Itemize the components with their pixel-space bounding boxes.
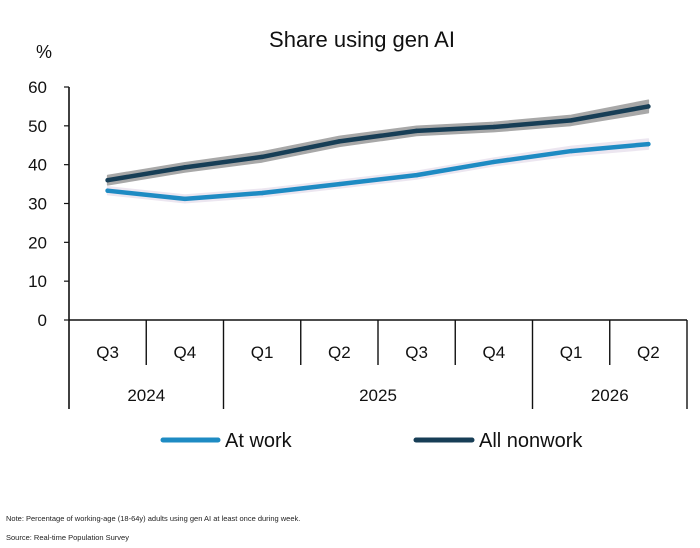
x-tick-label-quarter: Q2 bbox=[637, 343, 660, 362]
y-tick-label: 0 bbox=[38, 311, 47, 330]
data-point bbox=[337, 181, 342, 187]
x-axis: Q3 Q4 Q1 Q2 Q3 Q4 Q1 Q2 2024 2025 2026 bbox=[69, 319, 688, 409]
x-tick-label-quarter: Q4 bbox=[174, 343, 197, 362]
data-point bbox=[568, 118, 574, 123]
y-tick-label: 10 bbox=[28, 272, 47, 291]
x-tick-label-quarter: Q1 bbox=[251, 343, 274, 362]
y-axis-label: % bbox=[36, 42, 52, 62]
x-tick-label-year: 2026 bbox=[591, 386, 629, 405]
x-tick-label-quarter: Q4 bbox=[483, 343, 506, 362]
data-point bbox=[414, 128, 419, 134]
y-tick-label: 40 bbox=[28, 156, 47, 175]
x-tick-label-quarter: Q3 bbox=[405, 343, 428, 362]
data-point bbox=[259, 154, 265, 160]
y-tick-label: 60 bbox=[28, 78, 47, 97]
data-point bbox=[105, 188, 110, 193]
series-line bbox=[105, 141, 651, 202]
confidence-band bbox=[106, 99, 650, 186]
source-note: Source: Real-time Population Survey bbox=[6, 533, 129, 542]
data-point bbox=[414, 172, 419, 178]
x-tick-label-quarter: Q1 bbox=[560, 343, 583, 362]
legend-label: All nonwork bbox=[479, 430, 583, 452]
y-tick-label: 30 bbox=[28, 195, 47, 214]
y-tick-label: 20 bbox=[28, 233, 47, 252]
data-point bbox=[182, 196, 188, 202]
footnote: Note: Percentage of working-age (18-64y)… bbox=[6, 514, 301, 523]
x-tick-label-year: 2024 bbox=[127, 386, 165, 405]
series-line bbox=[105, 104, 651, 183]
data-point bbox=[182, 165, 188, 170]
data-point bbox=[491, 124, 497, 130]
chart-title: Share using gen AI bbox=[269, 27, 455, 52]
legend: At work All nonwork bbox=[160, 430, 583, 452]
data-point bbox=[105, 178, 110, 183]
series-lines bbox=[105, 104, 651, 202]
x-tick-label-quarter: Q3 bbox=[96, 343, 119, 362]
data-point bbox=[646, 104, 651, 109]
data-point bbox=[337, 139, 342, 144]
x-tick-label-quarter: Q2 bbox=[328, 343, 351, 362]
data-point bbox=[259, 190, 265, 196]
y-axis: 0 10 20 30 40 50 60 bbox=[28, 78, 70, 409]
legend-label: At work bbox=[225, 430, 293, 452]
x-tick-label-year: 2025 bbox=[359, 386, 397, 405]
data-point bbox=[646, 141, 651, 147]
data-point bbox=[491, 159, 497, 165]
y-tick-label: 50 bbox=[28, 117, 47, 136]
data-point bbox=[568, 148, 574, 154]
